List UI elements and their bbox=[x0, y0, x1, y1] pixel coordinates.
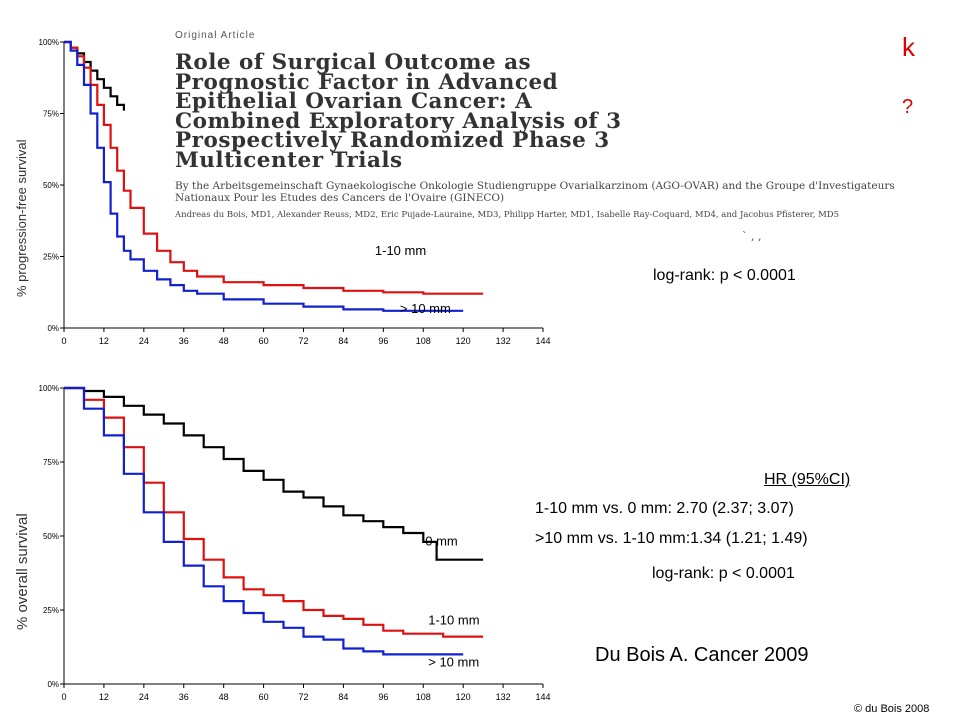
pfs-series-0-mm bbox=[64, 40, 125, 111]
os-series-label: 1-10 mm bbox=[428, 613, 479, 628]
pfs-x-tick-label: 108 bbox=[416, 336, 431, 346]
os-y-tick-label: 0% bbox=[47, 680, 59, 689]
os-series-label: > 10 mm bbox=[428, 654, 479, 669]
pfs-series-label: 1-10 mm bbox=[375, 243, 426, 258]
os-x-tick-label: 120 bbox=[456, 692, 471, 702]
os-x-tick-label: 108 bbox=[416, 692, 431, 702]
os-y-axis-label: % overall survival bbox=[14, 513, 31, 630]
os-x-tick-label: 132 bbox=[496, 692, 511, 702]
os-series-10-mm bbox=[64, 386, 464, 656]
article-title: Role of Surgical Outcome as Prognostic F… bbox=[175, 50, 905, 173]
os-y-tick-label: 100% bbox=[39, 384, 59, 393]
os-x-tick-label: 84 bbox=[338, 692, 348, 702]
os-x-tick-label: 96 bbox=[378, 692, 388, 702]
citation: Du Bois A. Cancer 2009 bbox=[595, 644, 809, 666]
article-header: Original Article Role of Surgical Outcom… bbox=[175, 30, 905, 221]
article-title-line: Epithelial Ovarian Cancer: A bbox=[175, 89, 533, 114]
article-kind: Original Article bbox=[175, 30, 256, 41]
os-x-tick-label: 144 bbox=[535, 692, 550, 702]
pfs-x-tick-label: 120 bbox=[456, 336, 471, 346]
pfs-y-axis-label: % progression-free survival bbox=[14, 139, 29, 297]
os-x-tick-label: 60 bbox=[259, 692, 269, 702]
os-x-tick-label: 36 bbox=[179, 692, 189, 702]
pfs-series-1-10-mm bbox=[64, 40, 484, 295]
os-x-tick-label: 72 bbox=[298, 692, 308, 702]
pfs-x-tick-label: 144 bbox=[535, 336, 550, 346]
os-x-tick-label: 48 bbox=[219, 692, 229, 702]
pfs-logrank: log-rank: p < 0.0001 bbox=[653, 267, 796, 284]
article-title-line: Combined Exploratory Analysis of 3 bbox=[175, 108, 622, 134]
red-letter-mark: k bbox=[902, 32, 915, 62]
hr-header: HR (95%CI) bbox=[764, 471, 851, 488]
hr-row: 1-10 mm vs. 0 mm: 2.70 (2.37; 3.07) bbox=[535, 500, 794, 517]
pfs-x-tick-label: 36 bbox=[179, 336, 189, 346]
pfs-y-tick-label: 100% bbox=[39, 38, 59, 47]
pfs-x-tick-label: 96 bbox=[378, 336, 388, 346]
article-title-line: Role of Surgical Outcome as bbox=[175, 50, 532, 75]
article-authors: Andreas du Bois, MD1, Alexander Reuss, M… bbox=[175, 210, 840, 220]
pfs-y-tick-label: 25% bbox=[43, 253, 59, 262]
pfs-x-tick-label: 84 bbox=[338, 336, 348, 346]
pfs-x-tick-label: 12 bbox=[99, 336, 109, 346]
os-logrank: log-rank: p < 0.0001 bbox=[652, 565, 795, 582]
pfs-series-10-mm bbox=[64, 40, 464, 312]
os-series-1-10-mm bbox=[64, 386, 484, 638]
pfs-series-label: > 10 mm bbox=[400, 301, 451, 316]
os-series-0-mm bbox=[64, 386, 484, 561]
os-x-tick-label: 24 bbox=[139, 692, 149, 702]
pfs-y-tick-label: 0% bbox=[47, 324, 59, 333]
article-title-line: Prospectively Randomized Phase 3 bbox=[175, 128, 610, 153]
pfs-y-tick-label: 75% bbox=[43, 110, 59, 119]
pfs-x-tick-label: 132 bbox=[496, 336, 511, 346]
os-y-tick-label: 75% bbox=[43, 458, 59, 467]
article-title-line: Multicenter Trials bbox=[175, 147, 403, 173]
red-question-mark: ? bbox=[902, 96, 914, 118]
pfs-x-tick-label: 60 bbox=[259, 336, 269, 346]
os-series-label: 0 mm bbox=[425, 534, 458, 549]
os-x-tick-label: 12 bbox=[99, 692, 109, 702]
author-fragment: ` , , bbox=[742, 230, 762, 243]
os-y-tick-label: 50% bbox=[43, 532, 59, 541]
copyright: © du Bois 2008 bbox=[854, 703, 930, 715]
pfs-x-tick-label: 72 bbox=[298, 336, 308, 346]
os-x-tick-label: 0 bbox=[61, 692, 66, 702]
hr-row: >10 mm vs. 1-10 mm:1.34 (1.21; 1.49) bbox=[535, 530, 808, 547]
pfs-x-tick-label: 48 bbox=[219, 336, 229, 346]
pfs-x-tick-label: 24 bbox=[139, 336, 149, 346]
pfs-x-tick-label: 0 bbox=[61, 336, 66, 346]
pfs-y-tick-label: 50% bbox=[43, 181, 59, 190]
article-title-line: Prognostic Factor in Advanced bbox=[175, 69, 559, 95]
os-y-tick-label: 25% bbox=[43, 606, 59, 615]
article-byline: By the Arbeitsgemeinschaft Gynaekologisc… bbox=[175, 180, 895, 204]
